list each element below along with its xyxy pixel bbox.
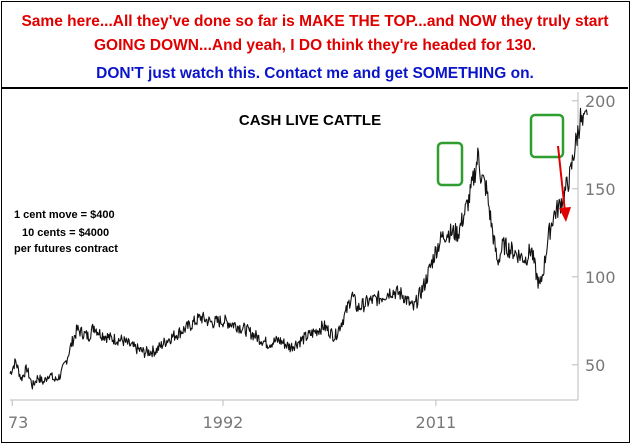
down-arrow-shaft xyxy=(557,145,566,213)
price-series-line xyxy=(9,107,588,390)
header-message-red: Same here...All they've done so far is M… xyxy=(21,13,609,54)
down-arrow-head xyxy=(559,207,571,222)
peak-box-2014 xyxy=(436,141,464,187)
note-line: 10 cents = $4000 xyxy=(22,227,109,239)
x-tick-label: 73 xyxy=(8,413,28,432)
x-tick-label: 1992 xyxy=(203,413,244,432)
chart-axes: 200 150 100 50 73 1992 2011 xyxy=(8,92,616,432)
note-line: per futures contract xyxy=(14,243,118,255)
chart-title: CASH LIVE CATTLE xyxy=(239,112,381,129)
y-tick-label: 100 xyxy=(585,268,616,287)
x-tick-label: 2011 xyxy=(416,413,457,432)
y-tick-label: 50 xyxy=(585,356,605,375)
header-message-blue: DON'T just watch this. Contact me and ge… xyxy=(96,65,534,82)
header-divider xyxy=(2,87,628,89)
contract-value-note: 1 cent move = $400 10 cents = $4000 per fu… xyxy=(14,209,118,255)
note-line: 1 cent move = $400 xyxy=(14,209,115,221)
chart-annotations xyxy=(436,113,571,222)
y-tick-label: 200 xyxy=(585,92,616,111)
peak-box-latest xyxy=(529,113,565,159)
header-banner: Same here...All they've done so far is M… xyxy=(2,2,628,86)
y-tick-label: 150 xyxy=(585,180,616,199)
chart-plot-area xyxy=(9,107,588,390)
